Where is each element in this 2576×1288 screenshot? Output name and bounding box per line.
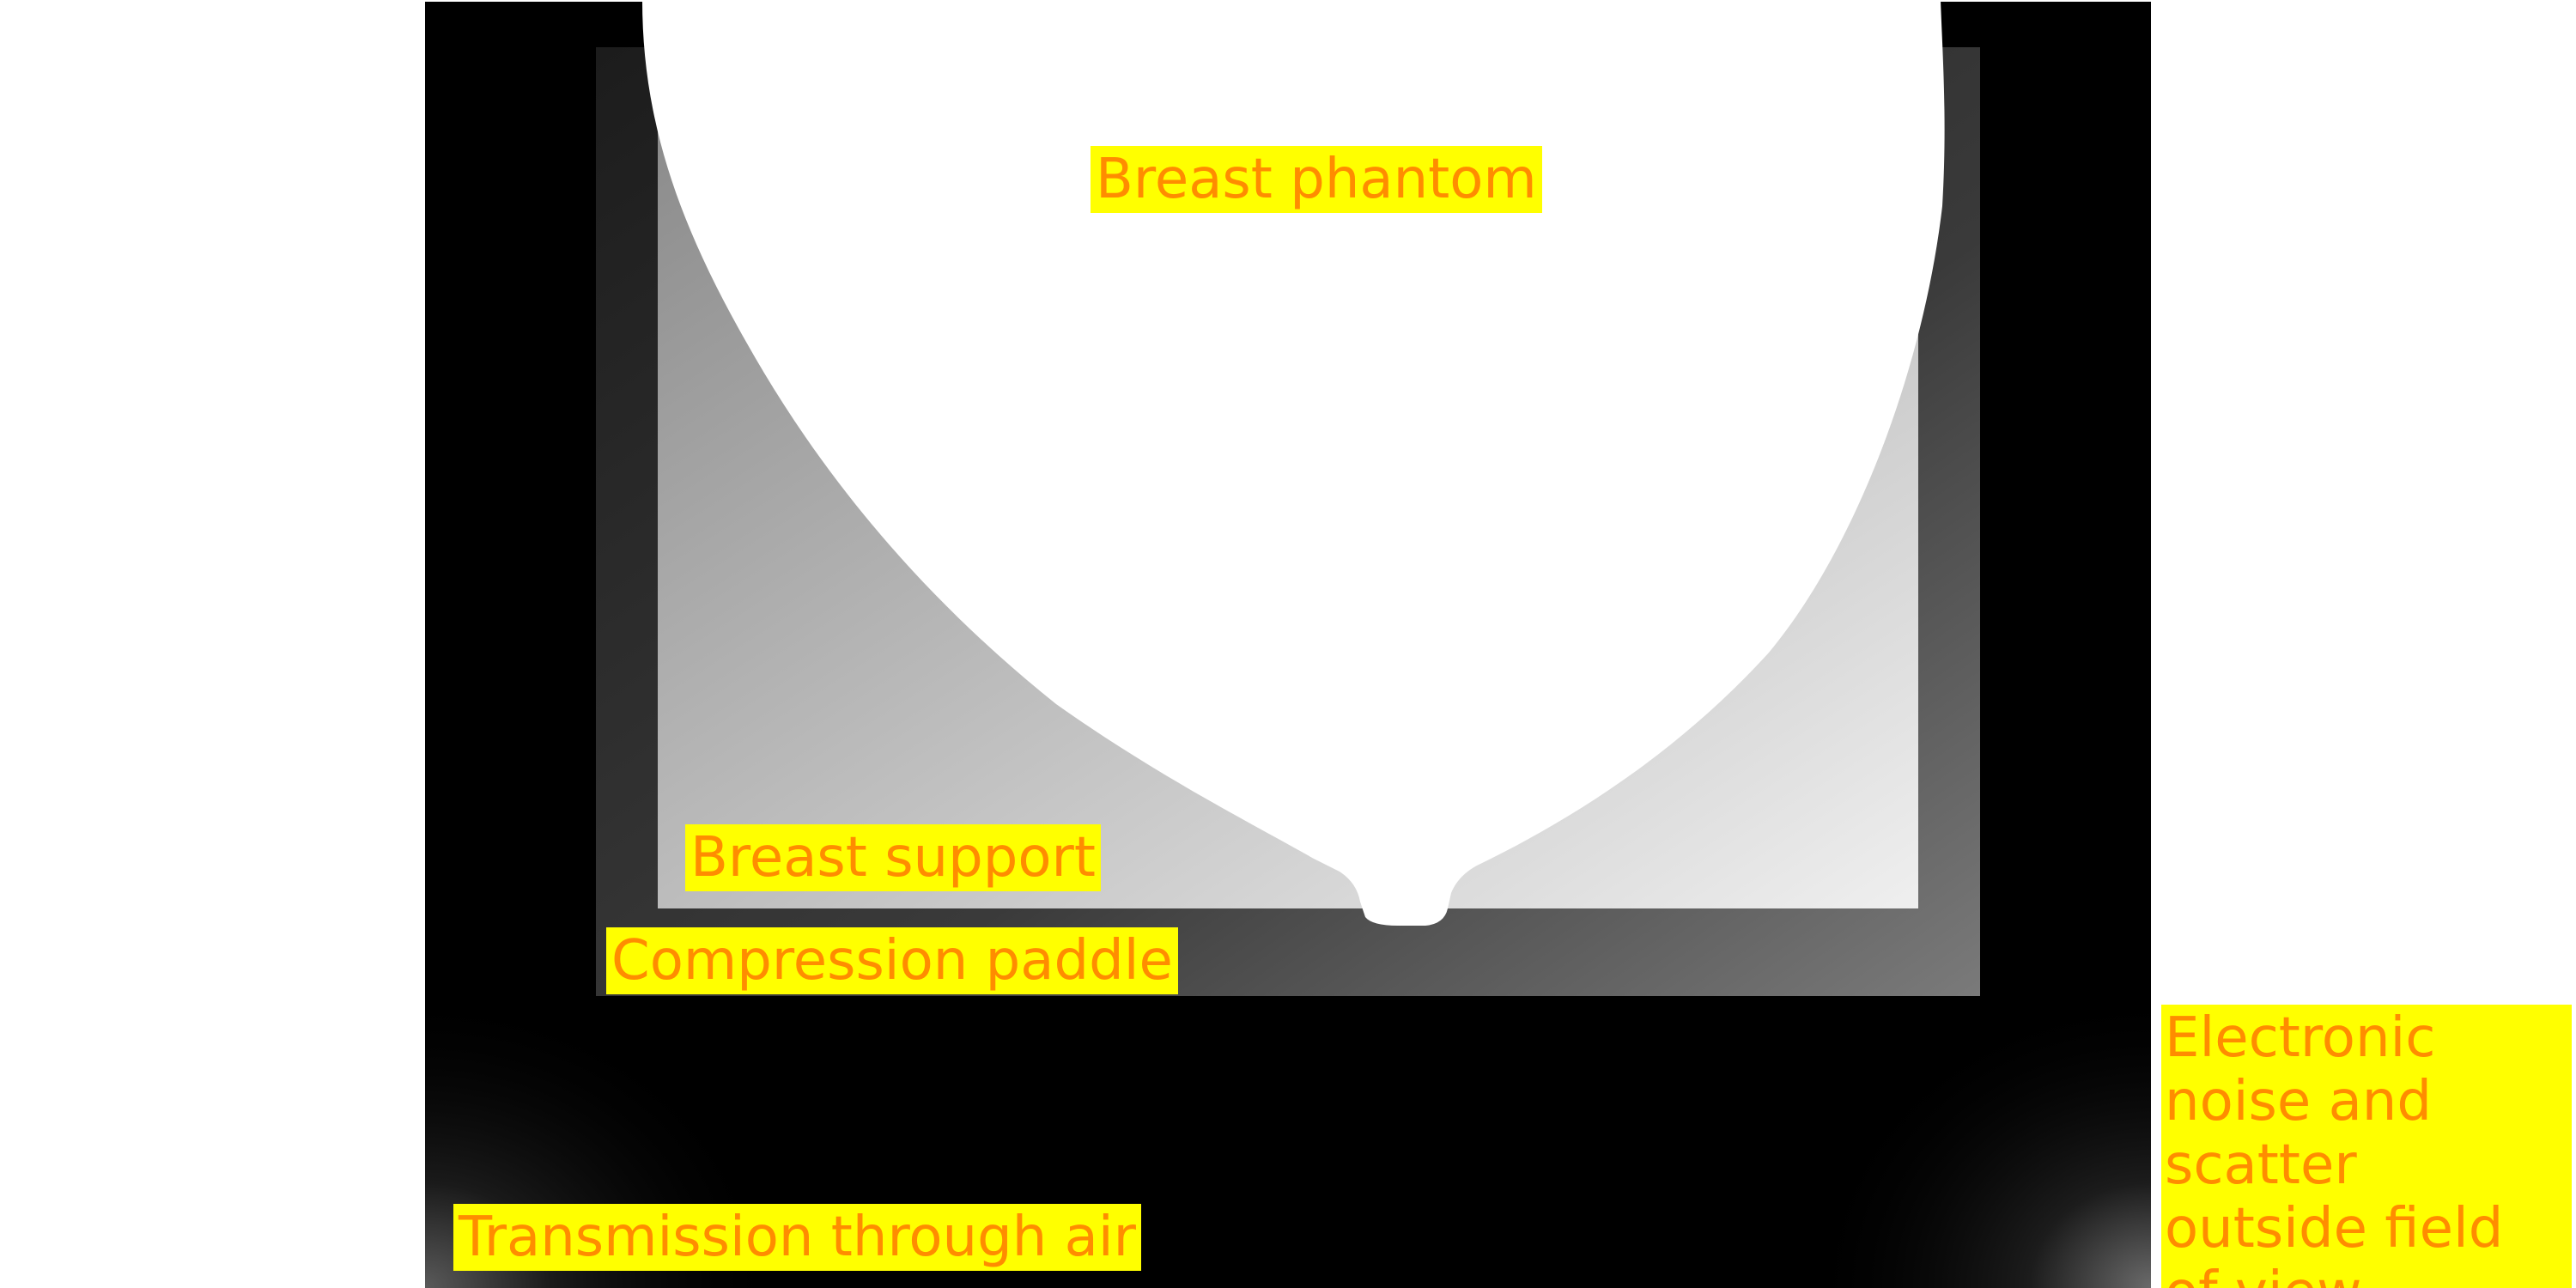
- label-noise-scatter: Electronic noise and scatter outside fie…: [2161, 1005, 2572, 1288]
- breast-phantom: [642, 0, 1945, 926]
- label-breast-phantom: Breast phantom: [1091, 146, 1542, 213]
- label-breast-support: Breast support: [685, 824, 1101, 891]
- label-transmission-air: Transmission through air: [453, 1204, 1141, 1271]
- label-compression-paddle: Compression paddle: [606, 927, 1178, 994]
- scatter-glow-right: [1803, 987, 2151, 1288]
